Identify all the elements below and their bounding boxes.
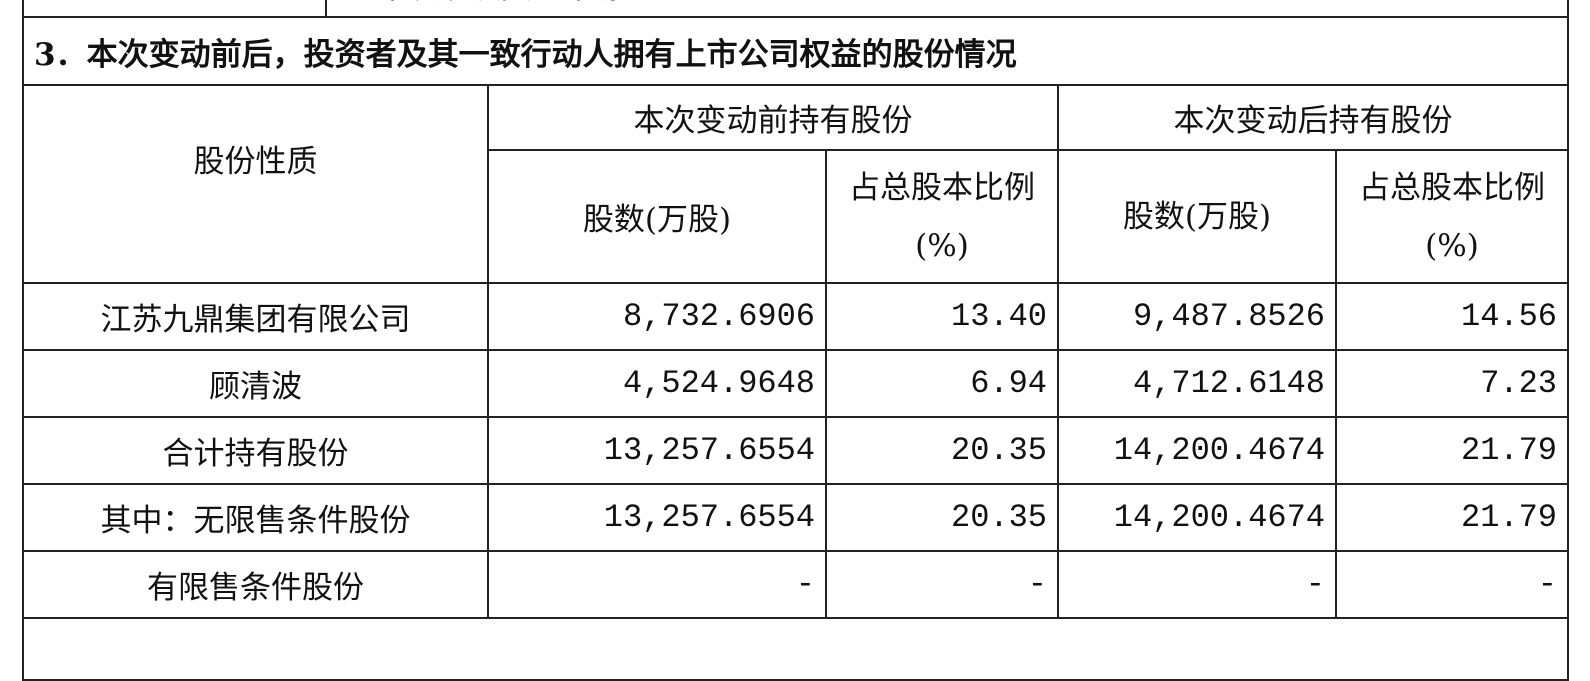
- header-after-shares: 股数(万股): [1057, 149, 1337, 284]
- header-after-ratio: 占总股本比例(%): [1335, 149, 1569, 284]
- next-row: [22, 617, 1569, 681]
- table-row: 江苏九鼎集团有限公司 8,732.6906 13.40 9,487.8526 14.56: [22, 282, 1569, 351]
- section-title: 3．本次变动前后，投资者及其一致行动人拥有上市公司权益的股份情况: [22, 16, 1569, 86]
- header-after: 本次变动后持有股份: [1057, 84, 1569, 151]
- header-nature: 股份性质: [22, 84, 489, 284]
- table-row: 顾清波 4,524.9648 6.94 4,712.6148 7.23: [22, 349, 1569, 418]
- header-before: 本次变动前持有股份: [487, 84, 1059, 151]
- shareholding-table-wrap: 本次涉及资金来源 3．本次变动前后，投资者及其一致行动人拥有上市公司权益的股份情…: [22, 0, 1569, 681]
- shareholding-table: 本次涉及资金来源 3．本次变动前后，投资者及其一致行动人拥有上市公司权益的股份情…: [22, 0, 1569, 681]
- table-row: 其中：无限售条件股份 13,257.6554 20.35 14,200.4674 21.…: [22, 483, 1569, 552]
- header-before-ratio: 占总股本比例(%): [825, 149, 1059, 284]
- table-row: 合计持有股份 13,257.6554 20.35 14,200.4674 21.79: [22, 416, 1569, 485]
- funding-source-text: 本次涉及资金来源: [325, 0, 1569, 18]
- table-row: 有限售条件股份 - - - -: [22, 550, 1569, 619]
- header-before-shares: 股数(万股): [487, 149, 827, 284]
- funding-source-row: 本次涉及资金来源: [22, 0, 1569, 18]
